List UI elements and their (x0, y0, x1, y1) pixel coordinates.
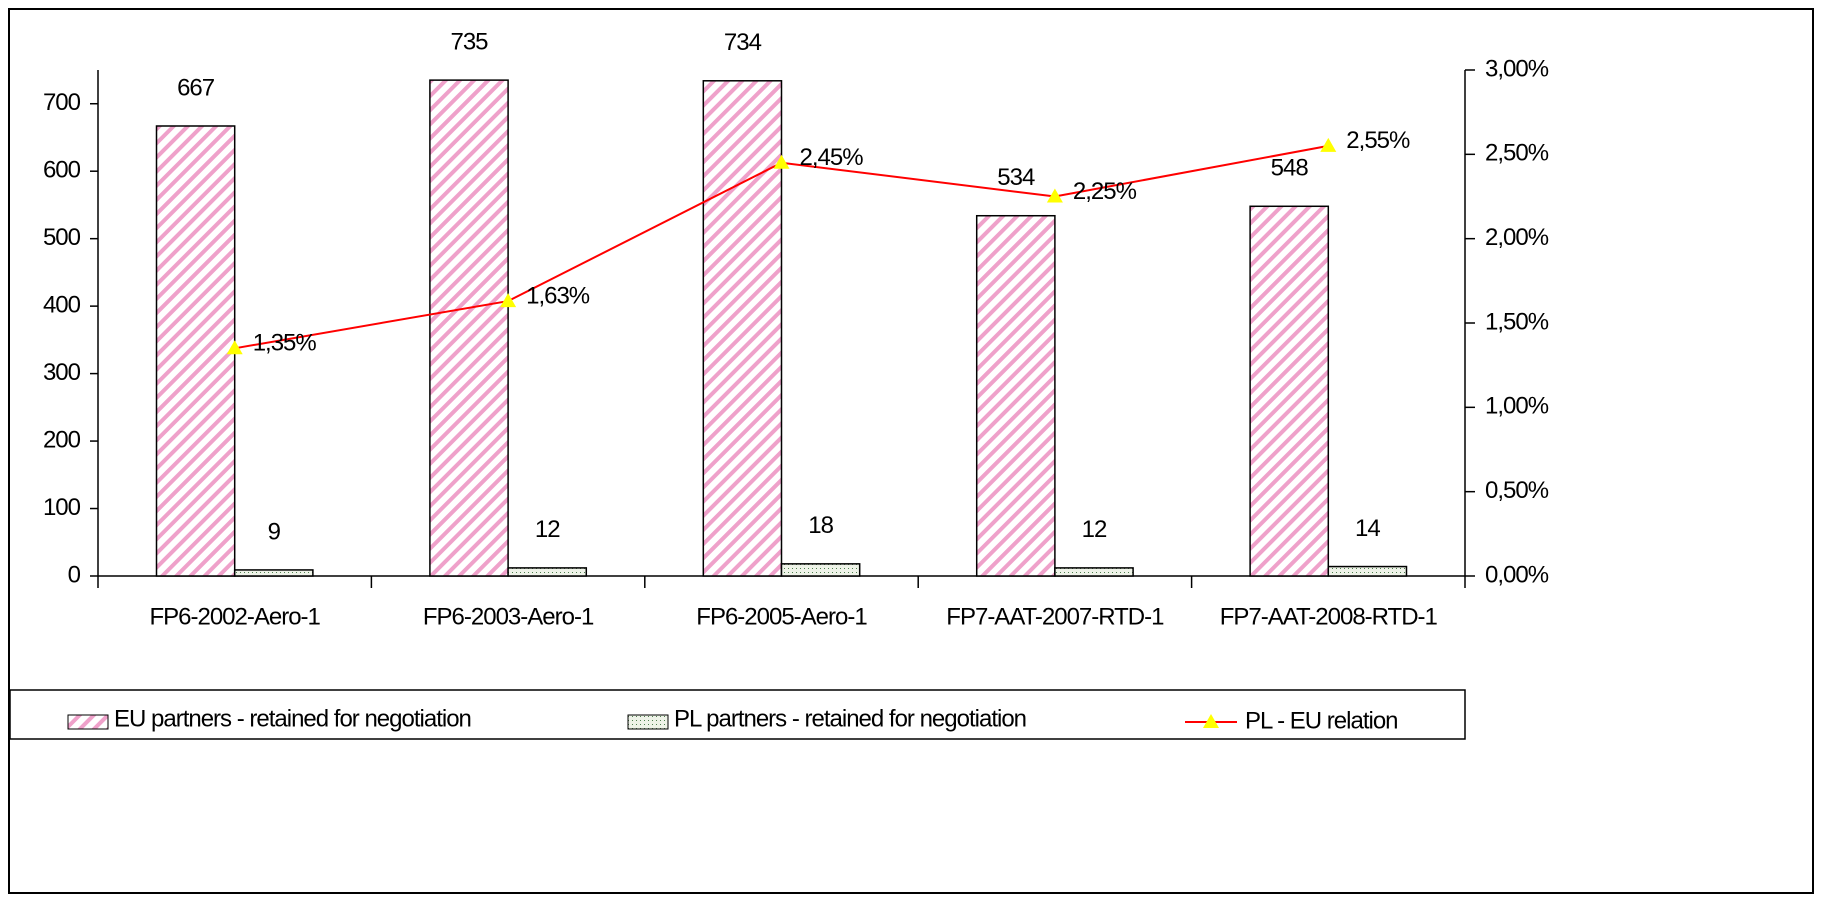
bar-label: 534 (997, 164, 1035, 191)
bar (429, 79, 509, 577)
bar-label: 548 (1271, 155, 1309, 182)
bar (780, 563, 861, 577)
y-tick-label: 600 (43, 157, 81, 184)
bar (1054, 567, 1134, 577)
legend-label: EU partners - retained for negotiation (114, 705, 471, 732)
bar-label: 14 (1355, 515, 1380, 542)
bar-label: 12 (535, 516, 560, 543)
y-tick-label: 400 (43, 291, 81, 318)
y2-tick-label: 3,00% (1485, 55, 1549, 82)
x-tick-label: FP6-2005-Aero-1 (696, 603, 867, 630)
y-tick-label: 700 (43, 89, 81, 116)
legend-marker (1203, 714, 1219, 728)
bar-label: 12 (1082, 516, 1107, 543)
bar (507, 567, 588, 577)
y-tick-label: 100 (43, 494, 81, 521)
bar (975, 214, 1056, 577)
x-tick-label: FP7-AAT-2007-RTD-1 (946, 603, 1164, 630)
y2-tick-label: 1,00% (1485, 393, 1549, 420)
line-label: 1,35% (253, 330, 317, 357)
bar (233, 569, 314, 577)
line-marker (1320, 137, 1337, 152)
y-tick-label: 300 (43, 359, 81, 386)
line-marker (1046, 188, 1063, 203)
line-marker (226, 340, 243, 355)
x-tick-label: FP7-AAT-2008-RTD-1 (1220, 603, 1438, 630)
bar-label: 9 (268, 518, 281, 545)
line-label: 2,45% (800, 144, 864, 171)
chart-frame (8, 8, 1814, 894)
line-label: 2,55% (1346, 127, 1410, 154)
legend-label: PL partners - retained for negotiation (674, 705, 1026, 732)
bar (155, 125, 236, 577)
y2-tick-label: 1,50% (1485, 308, 1549, 335)
legend-swatch (67, 714, 109, 730)
bar-label: 667 (177, 74, 215, 101)
line-marker (773, 154, 790, 169)
y2-tick-label: 0,00% (1485, 561, 1549, 588)
bar (1327, 565, 1408, 577)
y2-tick-label: 0,50% (1485, 477, 1549, 504)
line-label: 1,63% (526, 282, 590, 309)
y-tick-label: 500 (43, 224, 81, 251)
bar-label: 734 (724, 29, 762, 56)
bar-label: 18 (808, 512, 833, 539)
y2-tick-label: 2,00% (1485, 224, 1549, 251)
y2-tick-label: 2,50% (1485, 140, 1549, 167)
x-tick-label: FP6-2002-Aero-1 (149, 603, 320, 630)
legend-frame (9, 689, 1466, 740)
bar-label: 735 (450, 28, 488, 55)
y-tick-label: 0 (68, 561, 81, 588)
legend-swatch (627, 714, 669, 730)
y-tick-label: 200 (43, 426, 81, 453)
x-tick-label: FP6-2003-Aero-1 (423, 603, 594, 630)
line-label: 2,25% (1073, 178, 1137, 205)
line-marker (500, 293, 517, 308)
bar (1249, 205, 1330, 577)
legend-label: PL - EU relation (1245, 707, 1398, 734)
bar (702, 80, 783, 577)
